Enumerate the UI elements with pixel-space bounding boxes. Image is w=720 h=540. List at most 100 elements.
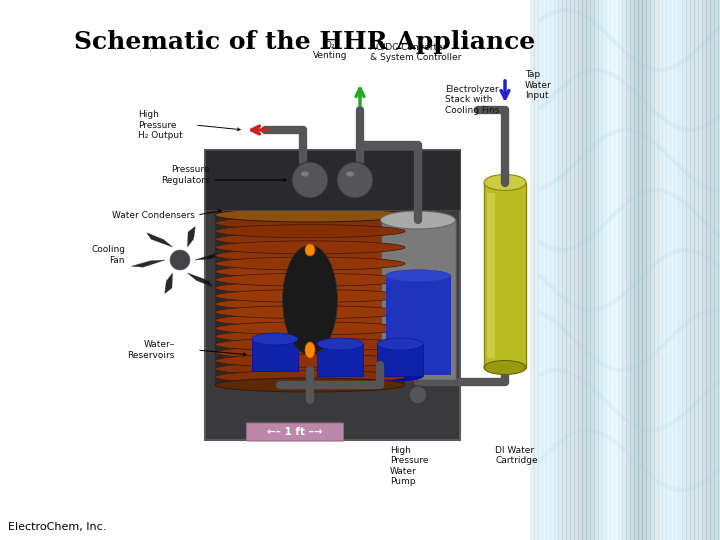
FancyBboxPatch shape xyxy=(246,423,343,441)
Bar xyxy=(690,0,695,540)
Bar xyxy=(614,0,619,540)
Ellipse shape xyxy=(215,289,405,302)
Ellipse shape xyxy=(377,338,423,350)
Ellipse shape xyxy=(215,208,405,222)
Bar xyxy=(666,0,671,540)
Ellipse shape xyxy=(215,306,405,319)
Bar xyxy=(205,150,460,210)
Bar xyxy=(646,0,651,540)
Text: O₂
Venting: O₂ Venting xyxy=(312,40,347,60)
Bar xyxy=(385,276,451,375)
Ellipse shape xyxy=(215,354,405,367)
Ellipse shape xyxy=(215,241,405,254)
Bar xyxy=(626,0,631,540)
Text: High
Pressure
H₂ Output: High Pressure H₂ Output xyxy=(138,110,183,140)
Ellipse shape xyxy=(215,265,405,278)
Bar xyxy=(562,0,567,540)
Bar xyxy=(393,215,405,385)
Bar xyxy=(566,0,571,540)
Bar xyxy=(682,0,687,540)
Bar xyxy=(487,192,495,357)
Bar xyxy=(530,0,535,540)
Ellipse shape xyxy=(215,208,405,221)
Ellipse shape xyxy=(305,342,315,358)
Bar xyxy=(662,0,667,540)
Ellipse shape xyxy=(215,379,405,392)
Bar xyxy=(377,344,423,376)
Text: ←– 1 ft –→: ←– 1 ft –→ xyxy=(267,427,323,437)
Bar xyxy=(634,0,639,540)
Bar xyxy=(598,0,603,540)
Ellipse shape xyxy=(215,225,405,238)
Ellipse shape xyxy=(215,362,405,375)
Bar xyxy=(694,0,699,540)
Bar xyxy=(317,344,363,376)
Text: Tap
Water
Input: Tap Water Input xyxy=(525,70,552,100)
Text: ElectroChem, Inc.: ElectroChem, Inc. xyxy=(8,522,107,532)
Bar xyxy=(622,0,627,540)
Polygon shape xyxy=(187,273,213,287)
Text: DI Water
Cartridge: DI Water Cartridge xyxy=(495,446,538,465)
Bar xyxy=(574,0,579,540)
Ellipse shape xyxy=(215,338,405,351)
Bar xyxy=(606,0,611,540)
Polygon shape xyxy=(147,233,173,247)
Bar xyxy=(674,0,679,540)
Ellipse shape xyxy=(215,378,405,392)
Ellipse shape xyxy=(377,371,423,381)
Ellipse shape xyxy=(215,281,405,294)
Ellipse shape xyxy=(252,333,298,345)
Ellipse shape xyxy=(215,257,405,270)
Polygon shape xyxy=(195,253,228,260)
Bar xyxy=(630,0,635,540)
Bar xyxy=(594,0,599,540)
Bar xyxy=(602,0,607,540)
Bar xyxy=(670,0,675,540)
Ellipse shape xyxy=(484,174,526,191)
Bar xyxy=(654,0,659,540)
Bar xyxy=(215,215,227,385)
Text: Water Condensers: Water Condensers xyxy=(112,211,195,219)
Bar xyxy=(538,0,543,540)
Bar xyxy=(714,0,719,540)
Bar xyxy=(534,0,539,540)
Bar xyxy=(542,0,547,540)
Ellipse shape xyxy=(215,314,405,327)
Bar xyxy=(638,0,643,540)
Ellipse shape xyxy=(385,270,451,282)
Ellipse shape xyxy=(252,366,298,376)
Ellipse shape xyxy=(215,249,405,262)
Bar xyxy=(252,339,298,371)
Ellipse shape xyxy=(215,233,405,246)
Bar xyxy=(686,0,691,540)
Polygon shape xyxy=(132,260,165,267)
Ellipse shape xyxy=(215,346,405,359)
Bar xyxy=(578,0,583,540)
Bar xyxy=(586,0,591,540)
Bar xyxy=(484,183,526,368)
Bar xyxy=(642,0,647,540)
Bar xyxy=(590,0,595,540)
Bar xyxy=(550,0,555,540)
Ellipse shape xyxy=(380,211,456,229)
Text: Schematic of the HHR Appliance: Schematic of the HHR Appliance xyxy=(74,30,536,54)
Text: Pressure
Regulators: Pressure Regulators xyxy=(161,165,210,185)
Circle shape xyxy=(292,162,328,198)
Text: Cooling
Fan: Cooling Fan xyxy=(91,245,125,265)
Circle shape xyxy=(337,162,373,198)
Ellipse shape xyxy=(317,371,363,381)
Circle shape xyxy=(409,386,427,404)
Ellipse shape xyxy=(215,217,405,230)
Bar xyxy=(698,0,703,540)
Polygon shape xyxy=(187,227,195,247)
Bar xyxy=(710,0,715,540)
Bar xyxy=(610,0,615,540)
Polygon shape xyxy=(165,273,173,293)
Ellipse shape xyxy=(215,330,405,343)
Bar xyxy=(582,0,587,540)
Bar xyxy=(558,0,563,540)
Text: Electrolyzer
Stack with
Cooling Fins: Electrolyzer Stack with Cooling Fins xyxy=(445,85,500,115)
Text: AC/DC Converter
& System Controller: AC/DC Converter & System Controller xyxy=(370,43,462,63)
Ellipse shape xyxy=(301,172,309,177)
Ellipse shape xyxy=(215,322,405,335)
